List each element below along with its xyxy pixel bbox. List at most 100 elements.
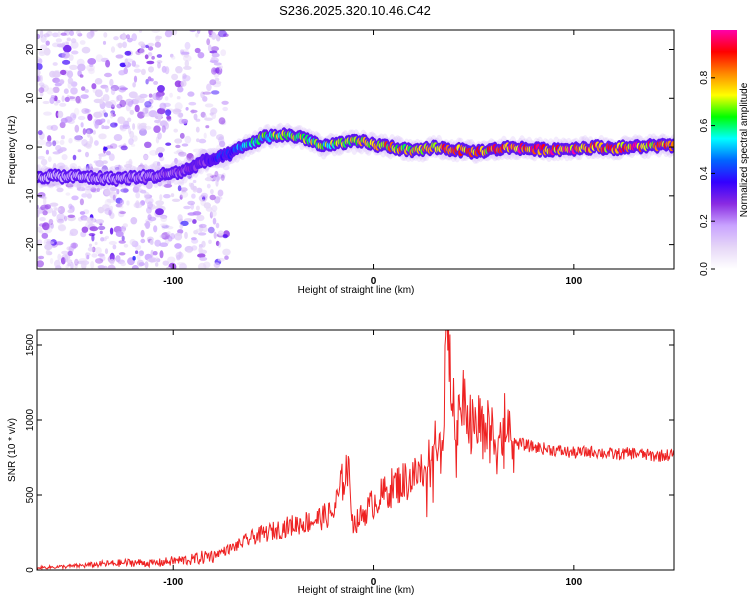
heatmap-noise-cell	[59, 79, 65, 85]
snr-panel: -100 0 100 0 500 1000 1500 Height of straight…	[7, 329, 675, 596]
x-tick-label: -100	[163, 577, 183, 588]
heatmap-noise-cell	[102, 40, 107, 45]
heatmap-noise-cell	[149, 149, 159, 156]
heatmap-noise-cell	[108, 241, 117, 245]
heatmap-noise-cell	[217, 189, 224, 197]
heatmap-noise-cell	[161, 125, 166, 133]
heatmap-noise-cell	[128, 91, 138, 99]
heatmap-noise-cell	[111, 104, 115, 110]
chart-title: S236.2025.320.10.46.C42	[279, 3, 431, 18]
heatmap-noise-cell	[208, 30, 213, 36]
heatmap-noise-cell	[52, 77, 60, 84]
heatmap-noise-cell	[88, 68, 95, 75]
heatmap-noise-cell	[161, 65, 167, 73]
heatmap-noise-cell	[213, 62, 222, 66]
heatmap-noise-cell	[59, 165, 64, 171]
colorbar-tick-label: 0.4	[699, 166, 710, 180]
heatmap-noise-cell	[155, 256, 159, 264]
heatmap-noise-cell	[116, 188, 120, 195]
heatmap-noise-cell	[76, 30, 81, 35]
heatmap-noise-cell	[197, 253, 206, 258]
heatmap-noise-cell	[133, 68, 142, 73]
heatmap-noise-cell	[168, 262, 177, 269]
heatmap-noise-cell	[105, 59, 111, 68]
heatmap-noise-cell	[198, 148, 206, 155]
heatmap-noise-cell	[159, 234, 166, 239]
heatmap-noise-cell	[87, 58, 97, 65]
heatmap-noise-cell	[65, 41, 70, 46]
heatmap-noise-cell	[84, 89, 89, 93]
heatmap-noise-cell	[93, 111, 103, 119]
heatmap-noise-cell	[180, 191, 189, 198]
heatmap-noise-cell	[52, 140, 57, 147]
heatmap-noise-cell	[54, 82, 62, 87]
heatmap-noise-cell	[208, 239, 212, 244]
heatmap-noise-cell	[40, 158, 48, 166]
heatmap-noise-cell	[136, 166, 143, 171]
heatmap-noise-cell	[81, 46, 91, 54]
heatmap-noise-cell	[222, 106, 228, 112]
heatmap-noise-cell	[178, 151, 187, 157]
heatmap-noise-cell	[157, 132, 162, 140]
heatmap-noise-cell	[56, 162, 65, 169]
heatmap-noise-cell	[69, 228, 79, 236]
heatmap-noise-cell	[77, 115, 86, 121]
heatmap-noise-cell	[194, 47, 201, 54]
heatmap-noise-cell	[152, 251, 158, 256]
heatmap-noise-cell	[105, 86, 109, 93]
heatmap-noise-cell	[61, 250, 69, 255]
heatmap-noise-cell	[192, 219, 197, 224]
heatmap-noise-cell	[37, 226, 43, 233]
heatmap-noise-cell	[164, 30, 173, 38]
heatmap-noise-cell	[97, 206, 105, 214]
heatmap-noise-cell	[90, 187, 97, 193]
heatmap-noise-cell	[91, 253, 98, 258]
heatmap-noise-cell	[203, 261, 211, 269]
heatmap-noise-cell	[184, 231, 188, 239]
heatmap-noise-cell	[40, 44, 48, 50]
heatmap-noise-cell	[190, 109, 198, 113]
heatmap-noise-cell	[140, 122, 147, 126]
heatmap-noise-cell	[155, 35, 161, 43]
heatmap-noise-cell	[144, 141, 152, 148]
heatmap-noise-cell	[174, 80, 182, 88]
heatmap-noise-cell	[181, 143, 189, 147]
heatmap-noise-cell	[109, 258, 115, 265]
heatmap-noise-cell	[79, 40, 86, 45]
heatmap-noise-cell	[47, 156, 52, 163]
heatmap-noise-cell	[169, 233, 176, 240]
heatmap-noise-cell	[165, 226, 174, 230]
heatmap-noise-cell	[39, 30, 44, 38]
heatmap-noise-cell	[47, 135, 52, 142]
heatmap-noise-cell	[202, 226, 208, 233]
heatmap-noise-cell	[170, 30, 178, 36]
heatmap-noise-cell	[165, 266, 172, 269]
heatmap-noise-cell	[196, 138, 200, 143]
heatmap-noise-cell	[74, 258, 79, 266]
heatmap-noise-cell	[218, 30, 227, 38]
heatmap-noise-cell	[72, 114, 77, 119]
heatmap-noise-cell	[139, 48, 146, 55]
heatmap-noise-cell	[143, 191, 150, 200]
heatmap-noise-cell	[183, 65, 192, 70]
heatmap-noise-cell	[203, 132, 207, 139]
heatmap-noise-cell	[181, 190, 186, 194]
heatmap-noise-cell	[170, 53, 174, 58]
heatmap-noise-cell	[157, 85, 165, 93]
y-tick-label: 500	[25, 486, 36, 503]
heatmap-noise-cell	[195, 32, 199, 38]
heatmap-noise-cell	[37, 209, 40, 218]
heatmap-noise-cell	[180, 51, 190, 55]
heatmap-noise-cell	[155, 208, 164, 216]
heatmap-noise-cell	[91, 234, 95, 242]
heatmap-noise-cell	[171, 73, 179, 81]
heatmap-noise-cell	[151, 55, 155, 60]
heatmap-noise-cell	[201, 240, 206, 248]
heatmap-noise-cell	[204, 103, 214, 108]
heatmap-noise-cell	[101, 165, 109, 174]
heatmap-noise-cell	[146, 60, 155, 65]
heatmap-noise-cell	[210, 189, 214, 195]
heatmap-noise-cell	[195, 228, 203, 233]
heatmap-noise-cell	[179, 194, 183, 200]
